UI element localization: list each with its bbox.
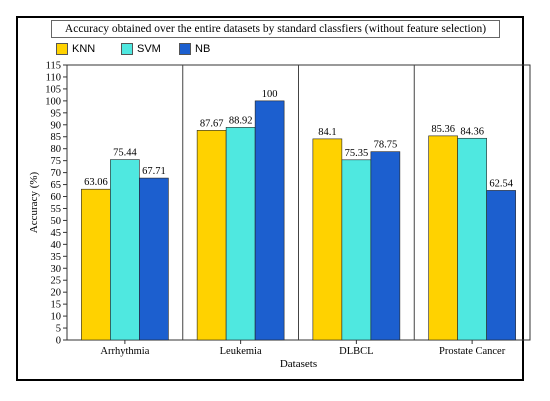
y-tick-label: 20 <box>51 288 62 299</box>
bar-nb <box>486 190 516 341</box>
bar-knn <box>312 138 343 341</box>
y-tick-label: 65 <box>51 180 62 191</box>
bar-nb <box>254 100 285 341</box>
chart-frame <box>16 16 524 381</box>
y-axis-label: Accuracy (%) <box>28 171 40 233</box>
bar-svm <box>341 159 372 341</box>
x-axis-label: Datasets <box>280 358 317 370</box>
y-tick-label: 30 <box>51 264 62 275</box>
bar-value-label: 87.67 <box>200 118 224 129</box>
y-tick-label: 110 <box>46 72 61 83</box>
y-tick-label: 0 <box>56 336 61 347</box>
legend-label: NB <box>195 43 211 55</box>
legend-swatch <box>56 43 68 55</box>
bar-knn <box>428 135 458 341</box>
legend-swatch <box>179 43 191 55</box>
y-tick-label: 75 <box>51 156 62 167</box>
bar-knn <box>196 130 227 341</box>
y-tick-label: 5 <box>56 324 61 335</box>
y-tick-label: 60 <box>51 192 62 203</box>
bar-nb <box>370 151 401 341</box>
y-tick-label: 50 <box>51 216 62 227</box>
bar-svm <box>110 159 140 341</box>
bar-nb <box>139 177 169 341</box>
y-tick-label: 90 <box>51 120 62 131</box>
y-tick-label: 70 <box>51 168 62 179</box>
y-tick-label: 85 <box>51 132 62 143</box>
y-tick-label: 10 <box>51 312 62 323</box>
bar-svm <box>457 137 487 341</box>
bar-svm <box>225 127 256 341</box>
bar-knn <box>81 188 111 341</box>
legend-label: KNN <box>72 43 96 55</box>
bar-value-label: 100 <box>262 89 278 100</box>
bar-value-label: 67.71 <box>142 166 166 177</box>
legend-swatch <box>121 43 133 55</box>
bar-value-label: 84.1 <box>318 127 336 138</box>
legend-label: SVM <box>137 43 161 55</box>
y-tick-label: 100 <box>45 96 61 107</box>
x-tick-label: Prostate Cancer <box>439 346 506 357</box>
y-tick-label: 45 <box>51 228 62 239</box>
bar-value-label: 85.36 <box>431 124 455 135</box>
bar-value-label: 62.54 <box>489 178 513 189</box>
x-tick-label: Arrhythmia <box>100 346 149 357</box>
y-tick-label: 105 <box>45 84 61 95</box>
y-tick-label: 40 <box>51 240 62 251</box>
y-tick-label: 80 <box>51 144 62 155</box>
y-tick-label: 25 <box>51 276 62 287</box>
x-tick-label: Leukemia <box>220 346 262 357</box>
y-tick-label: 15 <box>51 300 62 311</box>
bar-value-label: 84.36 <box>460 126 484 137</box>
bar-value-label: 75.44 <box>113 148 137 159</box>
bar-value-label: 75.35 <box>345 148 369 159</box>
x-tick-label: DLBCL <box>339 346 373 357</box>
bar-value-label: 63.06 <box>84 177 108 188</box>
bar-value-label: 78.75 <box>374 140 398 151</box>
y-tick-label: 35 <box>51 252 62 263</box>
chart-title: Accuracy obtained over the entire datase… <box>51 20 500 38</box>
bar-value-label: 88.92 <box>229 115 253 126</box>
y-tick-label: 55 <box>51 204 62 215</box>
y-tick-label: 115 <box>46 61 61 72</box>
y-tick-label: 95 <box>51 108 62 119</box>
